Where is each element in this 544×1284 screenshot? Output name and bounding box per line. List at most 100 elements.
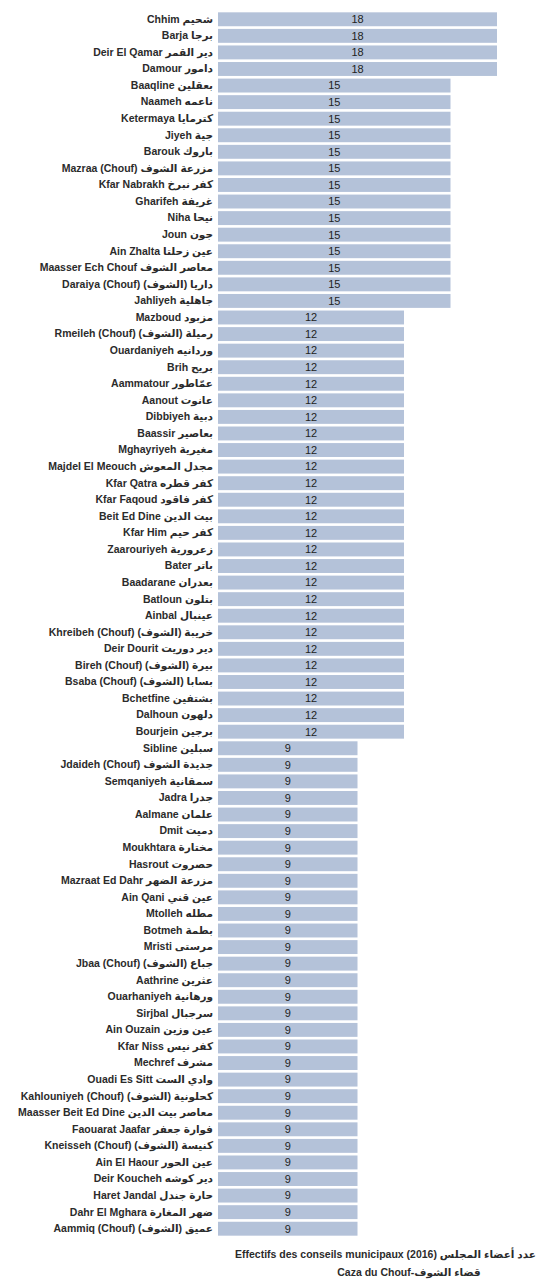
data-label: 9 <box>285 1057 291 1069</box>
data-label: 12 <box>305 593 317 605</box>
bar <box>218 1205 358 1219</box>
category-label: Hasrout حصروت <box>129 858 213 871</box>
bar <box>218 1122 358 1136</box>
category-label: Barouk باروك <box>144 145 213 158</box>
category-label: Ain Qani عين قني <box>121 891 213 904</box>
category-tick: Deir Dourit دير دوريت <box>104 642 218 655</box>
data-label: 12 <box>305 626 317 638</box>
category-axis: Chhim شحيمBarja برجاDeir El Qamar دير ال… <box>18 13 218 1235</box>
bar <box>218 12 497 26</box>
category-label: Kfar Niss كفر نيس <box>118 1040 214 1053</box>
category-label: Mghayriyeh مغيرية <box>118 443 213 456</box>
data-label: 9 <box>285 1189 291 1201</box>
data-label: 18 <box>351 46 363 58</box>
category-label: Baaqline بعقلين <box>131 79 213 92</box>
bar <box>218 741 358 755</box>
category-tick: Haret Jandal حارة جندل <box>93 1189 218 1202</box>
category-tick: Majdel El Meouch مجدل المعوش <box>48 460 218 473</box>
data-label: 9 <box>285 1173 291 1185</box>
data-label: 9 <box>285 891 291 903</box>
data-label: 15 <box>328 179 340 191</box>
category-label: Jdaideh (Chouf) جديدة الشوف <box>60 758 213 771</box>
category-label: Ketermaya كترمايا <box>121 112 214 125</box>
category-label: Deir El Qamar دير القمر <box>93 46 213 59</box>
bar <box>218 576 404 590</box>
bar <box>218 675 404 689</box>
data-label: 9 <box>285 842 291 854</box>
category-tick: Kfar Nabrakh كفر نبرخ <box>99 178 218 191</box>
category-tick: Batloun بتلون <box>143 593 218 606</box>
data-label: 12 <box>305 709 317 721</box>
data-label: 9 <box>285 974 291 986</box>
category-label: Ain Ouzain عين وزين <box>105 1023 213 1036</box>
category-tick: Rmeileh (Chouf) رميلة (الشوف) <box>55 327 218 340</box>
category-tick: Mazraa (Chouf) مزرعة الشوف <box>62 162 218 175</box>
category-label: Sirjbal سرجبال <box>136 1007 213 1020</box>
category-label: Baassir بعاصير <box>137 427 213 440</box>
data-label: 9 <box>285 941 291 953</box>
category-label: Jbaa (Chouf) جباع (الشوف) <box>76 957 213 970</box>
category-label: Gharifeh غريفة <box>135 195 213 208</box>
bar <box>218 1189 358 1203</box>
category-label: Kfar Qatra كفر قطره <box>106 477 214 490</box>
category-tick: Mghayriyeh مغيرية <box>118 443 218 456</box>
data-label: 12 <box>305 460 317 472</box>
bar <box>218 261 451 275</box>
data-label: 9 <box>285 825 291 837</box>
data-label: 18 <box>351 63 363 75</box>
category-label: Mazraat Ed Dahr مزرعة الضهر <box>61 874 213 887</box>
bar <box>218 476 404 490</box>
bar <box>218 509 404 523</box>
category-tick: Gharifeh غريفة <box>135 195 218 208</box>
bar <box>218 1073 358 1087</box>
category-tick: Deir Koucheh دير كوشه <box>94 1172 218 1185</box>
category-label: Aanout عانوت <box>142 394 213 407</box>
category-label: Bater باتر <box>165 559 213 572</box>
data-label: 12 <box>305 527 317 539</box>
category-label: Mtolleh مطله <box>146 907 213 919</box>
data-label: 15 <box>328 278 340 290</box>
category-tick: Barja برجا <box>162 29 218 42</box>
category-label: Aalmane علمان <box>135 808 213 820</box>
data-label: 15 <box>328 295 340 307</box>
data-label: 12 <box>305 328 317 340</box>
category-tick: Beit Ed Dine بيت الدين <box>99 510 218 523</box>
data-label: 12 <box>305 311 317 323</box>
bar <box>218 327 404 341</box>
data-label: 15 <box>328 146 340 158</box>
data-label: 12 <box>305 576 317 588</box>
subtitle: Caza du Chouf-قضاء الشوف <box>337 1266 481 1279</box>
data-label: 15 <box>328 212 340 224</box>
data-label: 15 <box>328 79 340 91</box>
data-label: 12 <box>305 560 317 572</box>
bar <box>218 1023 358 1037</box>
bar <box>218 957 358 971</box>
category-tick: Baassir بعاصير <box>137 427 218 440</box>
category-label: Batloun بتلون <box>143 593 213 606</box>
category-tick: Khreibeh (Chouf) خريبة (الشوف) <box>49 626 218 639</box>
data-label: 12 <box>305 361 317 373</box>
bar <box>218 161 451 175</box>
data-label: 15 <box>328 96 340 108</box>
category-tick: Jdaideh (Chouf) جديدة الشوف <box>60 758 218 771</box>
bar <box>218 1006 358 1020</box>
category-label: Zaarouriyeh زعرورية <box>107 543 213 556</box>
category-label: Mechref مشرف <box>134 1056 213 1069</box>
category-tick: Dalhoun دلهون <box>136 708 218 721</box>
category-tick: Naameh ناعمه <box>141 95 218 107</box>
bar <box>218 940 358 954</box>
data-label: 9 <box>285 742 291 754</box>
bar <box>218 1222 358 1236</box>
plot-area: Chhim شحيمBarja برجاDeir El Qamar دير ال… <box>18 12 497 1235</box>
data-labels: 1818181815151515151515151515151515151212… <box>285 13 364 1234</box>
category-tick: Ouadi Es Sitt وادي الست <box>87 1073 218 1086</box>
category-tick: Jahliyeh جاهلية <box>134 294 218 306</box>
data-label: 12 <box>305 659 317 671</box>
category-tick: Kahlouniyeh (Chouf) كحلونية (الشوف) <box>21 1090 218 1103</box>
data-label: 9 <box>285 1223 291 1235</box>
bar <box>218 973 358 987</box>
bar <box>218 791 358 805</box>
bar <box>218 377 404 391</box>
bar <box>218 708 404 722</box>
bar <box>218 874 358 888</box>
